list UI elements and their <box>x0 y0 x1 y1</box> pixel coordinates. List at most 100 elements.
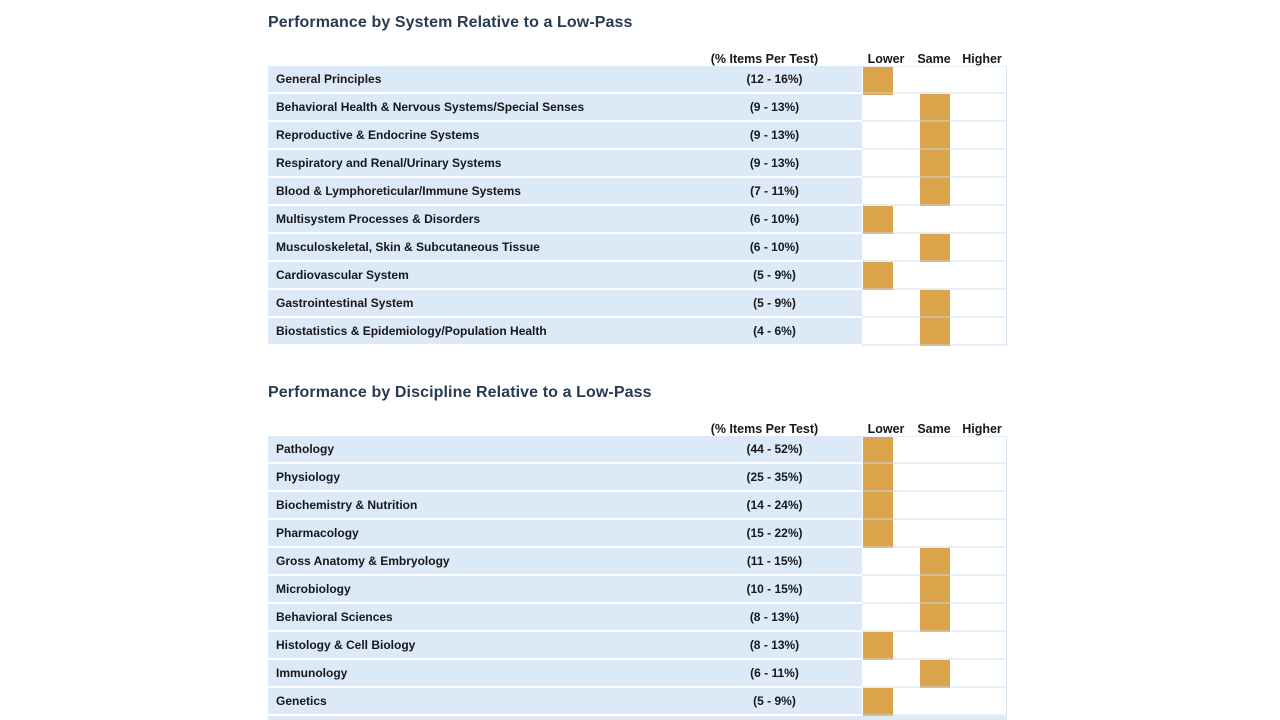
row-rating-cells <box>862 492 1007 520</box>
row-percent-range: (8 - 13%) <box>687 632 862 660</box>
table-header-row: (% Items Per Test) Lower Same Higher <box>268 418 1007 436</box>
row-rating-cells <box>862 290 1007 318</box>
row-percent-range: (9 - 13%) <box>687 122 862 150</box>
table-header-row: (% Items Per Test) Lower Same Higher <box>268 48 1007 66</box>
section-title: Performance by Discipline Relative to a … <box>268 384 652 401</box>
column-header-same: Same <box>917 52 951 66</box>
rating-bar-same <box>920 150 950 178</box>
rating-bar-same <box>920 290 950 318</box>
percent-items-header: (% Items Per Test) <box>710 52 819 66</box>
table-row: Genetics (5 - 9%) <box>268 688 1007 716</box>
table-row: Biostatistics & Epidemiology/Population … <box>268 318 1007 346</box>
row-percent-range: (25 - 35%) <box>687 464 862 492</box>
row-rating-cells <box>862 604 1007 632</box>
row-label: Behavioral Sciences <box>268 604 687 632</box>
table-row: Musculoskeletal, Skin & Subcutaneous Tis… <box>268 234 1007 262</box>
row-label: Microbiology <box>268 576 687 604</box>
column-header-higher: Higher <box>962 422 1002 436</box>
row-percent-range: (5 - 9%) <box>687 262 862 290</box>
table-row: Multisystem Processes & Disorders (6 - 10… <box>268 206 1007 234</box>
table-row: Respiratory and Renal/Urinary Systems (9 … <box>268 150 1007 178</box>
rating-bar-same <box>920 604 950 632</box>
rating-headers: Lower Same Higher <box>862 422 1007 436</box>
row-percent-range: (9 - 13%) <box>687 150 862 178</box>
row-percent-range: (14 - 24%) <box>687 492 862 520</box>
row-label: Pathology <box>268 436 687 464</box>
row-percent-range: (9 - 13%) <box>687 94 862 122</box>
row-label: Blood & Lymphoreticular/Immune Systems <box>268 178 687 206</box>
table-row: Cardiovascular System (5 - 9%) <box>268 262 1007 290</box>
row-label: Cardiovascular System <box>268 262 687 290</box>
table-row: Behavioral Sciences (8 - 13%) <box>268 604 1007 632</box>
row-label: Respiratory and Renal/Urinary Systems <box>268 150 687 178</box>
row-percent-range: (6 - 11%) <box>687 660 862 688</box>
row-rating-cells <box>862 206 1007 234</box>
table-row: General Principles (12 - 16%) <box>268 66 1007 95</box>
row-label: Pharmacology <box>268 520 687 548</box>
row-rating-cells <box>862 94 1007 122</box>
rating-bar-same <box>920 576 950 604</box>
rating-bar-same <box>920 178 950 206</box>
row-rating-cells <box>862 178 1007 206</box>
rating-bar-lower <box>863 206 893 234</box>
table-rows: General Principles (12 - 16%) Behavioral H… <box>268 66 1007 346</box>
rating-bar-lower <box>863 520 893 548</box>
row-label: Multisystem Processes & Disorders <box>268 206 687 234</box>
row-label: Biostatistics & Epidemiology/Population … <box>268 318 687 346</box>
row-percent-range: (5 - 9%) <box>687 688 862 716</box>
row-percent-range: (7 - 11%) <box>687 178 862 206</box>
table-row: Physiology (25 - 35%) <box>268 464 1007 492</box>
table-row: Behavioral Health & Nervous Systems/Spec… <box>268 94 1007 122</box>
rating-bar-same <box>920 122 950 150</box>
row-rating-cells <box>862 318 1007 346</box>
row-label: Physiology <box>268 464 687 492</box>
table-row: Immunology (6 - 11%) <box>268 660 1007 688</box>
rating-headers: Lower Same Higher <box>862 52 1007 66</box>
rating-bar-lower <box>863 67 893 95</box>
row-label: Immunology <box>268 660 687 688</box>
row-percent-range: (4 - 6%) <box>687 318 862 346</box>
row-percent-range: (6 - 10%) <box>687 234 862 262</box>
row-rating-cells <box>862 548 1007 576</box>
row-label: Gross Anatomy & Embryology <box>268 548 687 576</box>
row-label: General Principles <box>268 66 687 94</box>
row-label: Reproductive & Endocrine Systems <box>268 122 687 150</box>
row-rating-cells <box>862 520 1007 548</box>
rating-bar-same <box>920 660 950 688</box>
row-percent-range: (15 - 22%) <box>687 520 862 548</box>
table-row: Biochemistry & Nutrition (14 - 24%) <box>268 492 1007 520</box>
rating-bar-lower <box>863 437 893 465</box>
row-rating-cells <box>862 66 1007 95</box>
row-rating-cells <box>862 688 1007 716</box>
row-label: Histology & Cell Biology <box>268 632 687 660</box>
row-rating-cells <box>862 632 1007 660</box>
rating-bar-same <box>920 548 950 576</box>
row-label: Genetics <box>268 688 687 716</box>
table-rows: Pathology (44 - 52%) Physiology (25 - 35%) B… <box>268 436 1007 716</box>
column-header-lower: Lower <box>867 52 905 66</box>
row-percent-range: (12 - 16%) <box>687 66 862 94</box>
row-rating-cells <box>862 262 1007 290</box>
section-title: Performance by System Relative to a Low-… <box>268 14 633 31</box>
table-row: Gastrointestinal System (5 - 9%) <box>268 290 1007 318</box>
row-rating-cells <box>862 660 1007 688</box>
row-label: Biochemistry & Nutrition <box>268 492 687 520</box>
row-label: Musculoskeletal, Skin & Subcutaneous Tis… <box>268 234 687 262</box>
row-percent-range: (6 - 10%) <box>687 206 862 234</box>
row-rating-cells <box>862 234 1007 262</box>
row-rating-cells <box>862 122 1007 150</box>
performance-by-discipline-table: Performance by Discipline Relative to a … <box>268 383 1007 720</box>
rating-bar-lower <box>863 464 893 492</box>
table-row: Histology & Cell Biology (8 - 13%) <box>268 632 1007 660</box>
row-label: Behavioral Health & Nervous Systems/Spec… <box>268 94 687 122</box>
table-row: Reproductive & Endocrine Systems (9 - 13%… <box>268 122 1007 150</box>
column-header-higher: Higher <box>962 52 1002 66</box>
column-header-lower: Lower <box>867 422 905 436</box>
rating-bar-same <box>920 318 950 346</box>
row-rating-cells <box>862 576 1007 604</box>
row-label: Gastrointestinal System <box>268 290 687 318</box>
row-rating-cells <box>862 436 1007 465</box>
rating-bar-same <box>920 94 950 122</box>
rating-bar-same <box>920 234 950 262</box>
